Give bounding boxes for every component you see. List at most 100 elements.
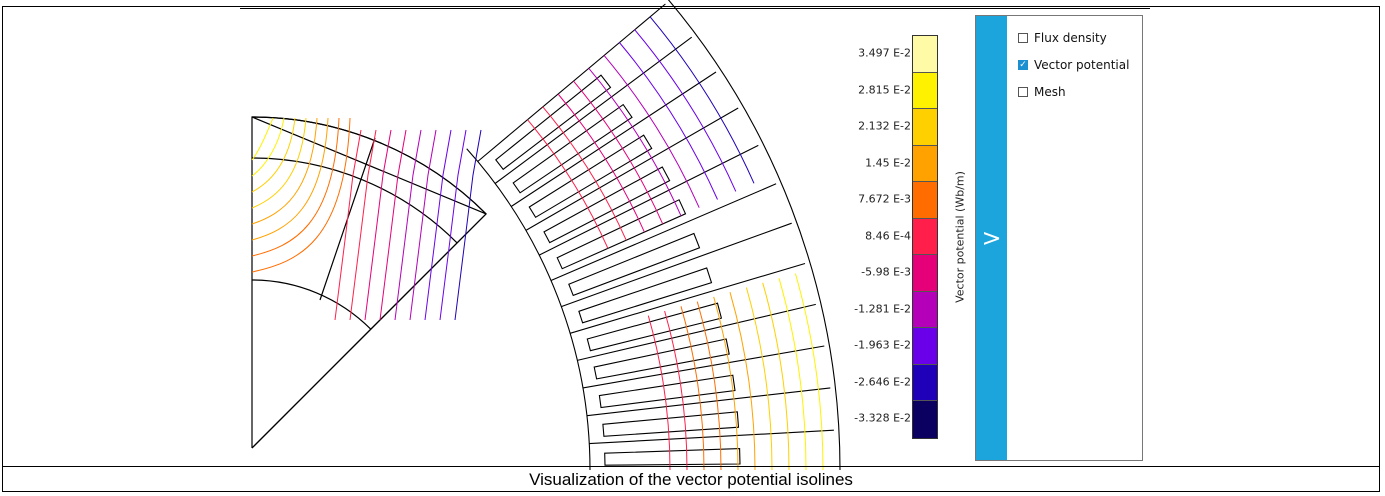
isoline-group: [251, 16, 824, 471]
rotor-inner-arc: [251, 279, 372, 330]
stator-isoline: [745, 287, 773, 471]
panel-collapse-button[interactable]: >: [976, 16, 1007, 460]
stator-isoline: [557, 93, 645, 233]
stator-tooth-line: [577, 303, 816, 361]
stator-isoline: [649, 16, 755, 184]
rotor-isoline: [251, 117, 351, 273]
stator-tooth-line: [477, 3, 666, 162]
top-rule: [240, 8, 1150, 9]
figure-caption: Visualization of the vector potential is…: [529, 470, 853, 489]
option-label: Vector potential: [1034, 57, 1130, 72]
stator-tooth-line: [582, 345, 825, 389]
stator-tooth-line: [510, 71, 717, 207]
rotor-isoline: [251, 117, 340, 257]
stator-isoline: [664, 310, 688, 471]
stator-tooth-line: [494, 36, 693, 184]
stator-tooth-line: [586, 387, 831, 417]
stator-isoline: [542, 106, 627, 241]
rotor-isoline: [251, 117, 285, 177]
stator-slot: [543, 166, 671, 244]
stator-tooth-line: [550, 183, 777, 282]
colorbar: [912, 35, 938, 439]
tick-label: 7.672 E-3: [858, 192, 911, 206]
tick-label: 2.132 E-2: [858, 119, 911, 133]
stator-slot: [556, 199, 687, 270]
tick-label: 1.45 E-2: [865, 156, 911, 170]
caption-divider: [2, 466, 1380, 467]
tick-label: 2.815 E-2: [858, 83, 911, 97]
stator-slot: [598, 374, 736, 409]
option-vector-potential[interactable]: ✓ Vector potential: [1018, 51, 1129, 78]
option-mesh[interactable]: Mesh: [1018, 78, 1129, 105]
stator-slot: [495, 74, 612, 171]
stator-outer-arc: [667, 0, 841, 471]
option-flux-density[interactable]: Flux density: [1018, 24, 1129, 51]
stator-isoline: [794, 273, 824, 471]
rotor-isoline: [251, 117, 296, 193]
tick-label: -3.328 E-2: [854, 411, 911, 425]
stator-isoline: [762, 282, 790, 471]
stator-sector: [466, 0, 841, 471]
stator-tooth-line: [525, 107, 739, 231]
colorbar-band: [913, 291, 937, 328]
stator-isoline: [573, 80, 664, 225]
rotor-edge: [251, 213, 487, 449]
rotor-isoline: [251, 117, 274, 161]
stator-bore-arc: [466, 148, 591, 471]
stator-isoline: [729, 292, 756, 471]
checkbox[interactable]: ✓: [1018, 59, 1028, 70]
tick-label: -1.963 E-2: [854, 338, 911, 352]
tick-label: 8.46 E-4: [865, 229, 911, 243]
stator-isoline: [647, 315, 671, 471]
rotor-mid-arc: [251, 157, 458, 244]
stator-isoline: [696, 301, 722, 471]
rotor-isoline: [251, 117, 307, 209]
stator-slot: [578, 267, 713, 324]
rotor-isoline: [251, 117, 318, 225]
stator-slot: [568, 232, 701, 297]
rotor-isoline: [251, 117, 329, 241]
colorbar-band: [913, 182, 937, 219]
stator-isoline: [588, 67, 682, 217]
colorbar-band: [913, 328, 937, 365]
colorbar-ticks: 3.497 E-2 2.815 E-2 2.132 E-2 1.45 E-2 7…: [835, 35, 911, 439]
options-list: Flux density ✓ Vector potential Mesh: [1018, 24, 1129, 105]
stator-slot: [604, 448, 741, 466]
checkbox[interactable]: [1018, 86, 1028, 97]
stator-isoline: [680, 306, 705, 471]
tick-label: -2.646 E-2: [854, 375, 911, 389]
colorbar-band: [913, 364, 937, 401]
rotor-isoline: [454, 129, 482, 321]
stator-tooth-line: [589, 429, 834, 445]
stator-slot: [528, 134, 653, 219]
stator-isoline: [527, 119, 609, 249]
rotor-isoline: [439, 129, 467, 321]
figure-frame: [2, 6, 1380, 492]
tick-label: -1.281 E-2: [854, 302, 911, 316]
colorbar-band: [913, 109, 937, 146]
colorbar-band: [913, 255, 937, 292]
checkbox[interactable]: [1018, 32, 1028, 43]
display-options-panel: > Flux density ✓ Vector potential Mesh: [975, 15, 1143, 461]
rotor-isoline: [379, 129, 407, 321]
rotor-isoline: [364, 129, 392, 321]
rotor-isoline: [334, 129, 362, 321]
rotor-isoline: [424, 129, 452, 321]
colorbar-band: [913, 218, 937, 255]
option-label: Mesh: [1034, 84, 1066, 99]
colorbar-band: [913, 145, 937, 182]
rotor-isoline: [349, 129, 377, 321]
colorbar-band: [913, 36, 937, 73]
tick-label: -5.98 E-3: [861, 265, 911, 279]
rotor-isoline: [394, 129, 422, 321]
option-label: Flux density: [1034, 30, 1107, 45]
colorbar-band: [913, 72, 937, 109]
stator-slot: [586, 302, 723, 352]
stator-tooth-line: [561, 222, 792, 308]
stator-isoline: [603, 55, 700, 208]
rotor-isoline: [409, 129, 437, 321]
colorbar-band: [913, 401, 937, 438]
stator-isoline: [634, 29, 737, 192]
stator-tooth-line: [538, 144, 759, 256]
